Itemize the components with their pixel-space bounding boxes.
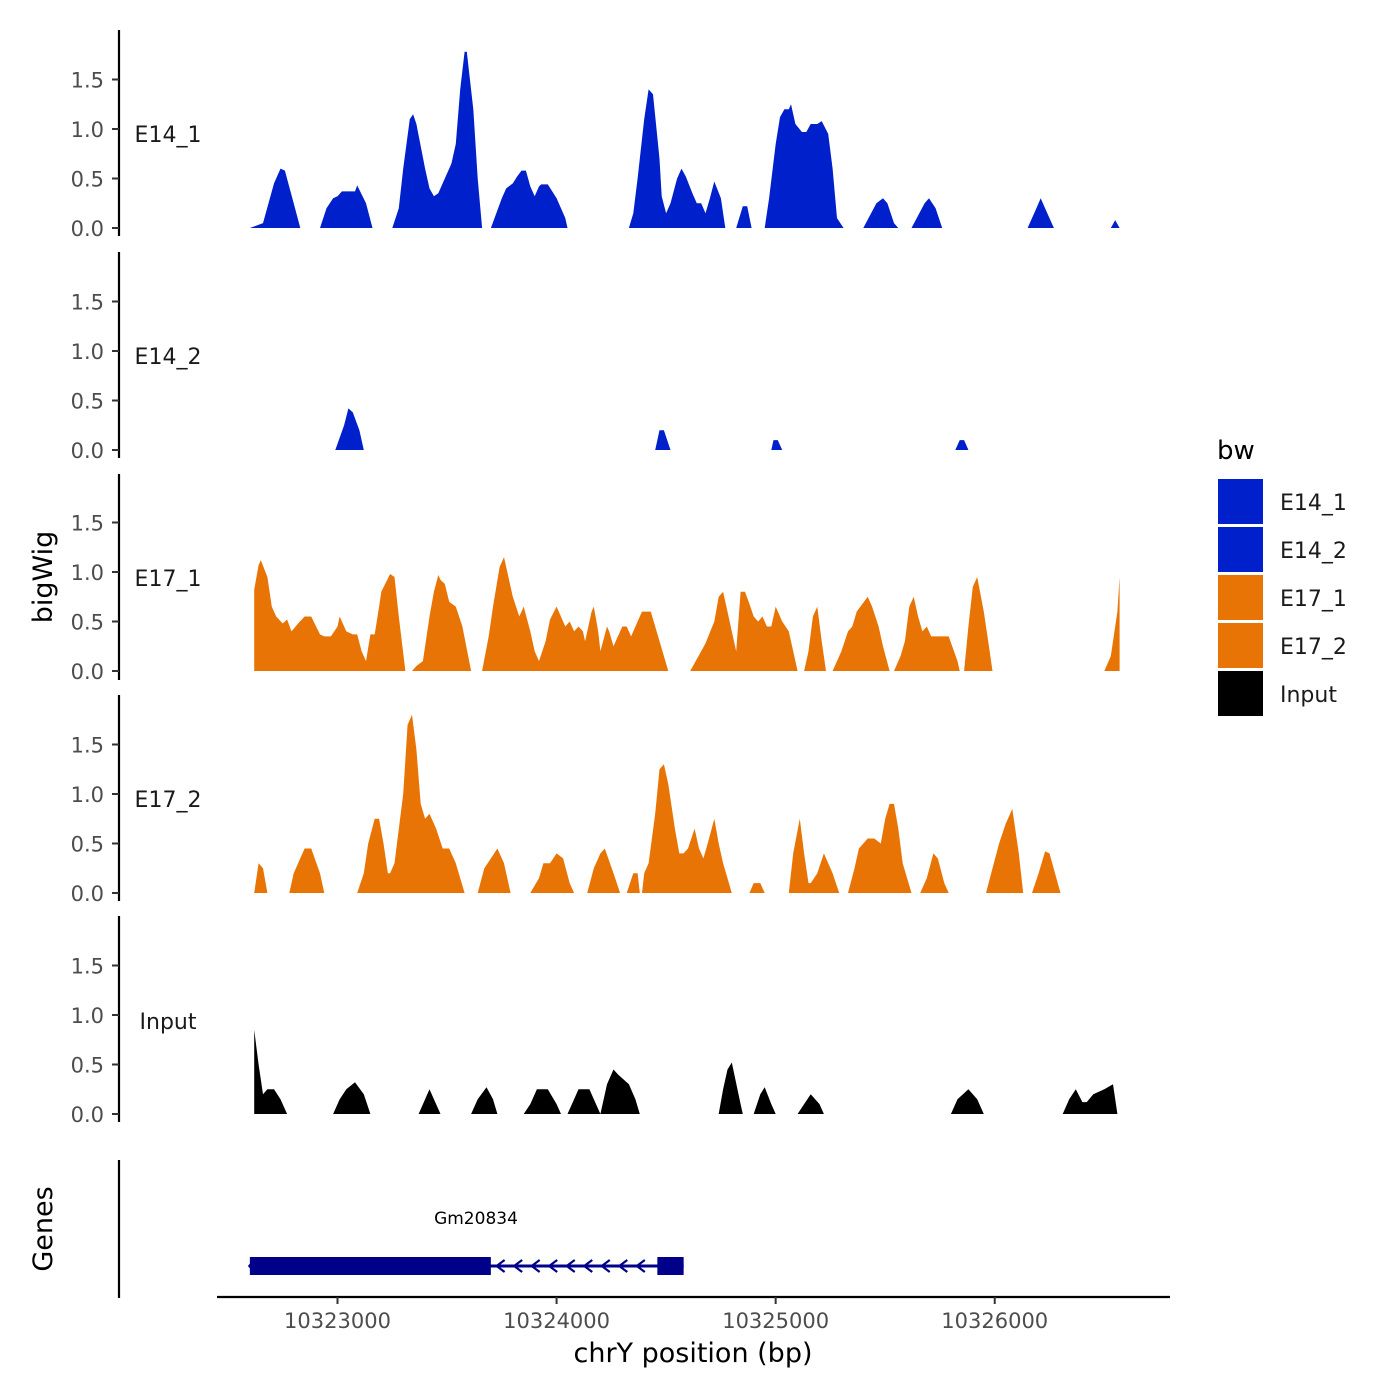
gene-model-gm20834	[247, 1257, 684, 1275]
y-tick-label: 0.0	[71, 1103, 104, 1127]
y-tick-label: 1.5	[71, 512, 104, 536]
track-label-e17-1: E17_1	[135, 567, 202, 592]
legend-label-e14-2: E14_2	[1280, 539, 1347, 564]
y-tick-label: 1.0	[71, 783, 104, 807]
signal-area-input	[254, 1029, 1118, 1114]
x-tick-label: 10326000	[941, 1309, 1048, 1333]
legend-swatch-e17-2	[1218, 623, 1263, 668]
signal-area-e17-1	[254, 557, 1120, 671]
y-tick-label: 1.0	[71, 118, 104, 142]
strand-arrow	[529, 1259, 541, 1273]
y-tick-label: 1.0	[71, 561, 104, 585]
y-tick-label: 0.5	[71, 1054, 104, 1078]
track-panel-input: 0.0 0.5 1.0 1.5 Input	[71, 916, 1118, 1127]
track-panel-e17-2: 0.0 0.5 1.0 1.5 E17_2	[71, 695, 1061, 906]
strand-arrow	[582, 1259, 593, 1273]
strand-arrow	[547, 1259, 558, 1273]
y-tick-label: 0.5	[71, 168, 104, 192]
strand-arrow	[247, 1259, 254, 1273]
x-tick-label: 10324000	[503, 1309, 610, 1333]
strand-arrow	[494, 1259, 506, 1273]
gene-exon-block	[249, 1257, 491, 1275]
legend: bw E14_1 E14_2 E17_1 E17_2 Input	[1217, 436, 1347, 716]
gene-label-gm20834: Gm20834	[434, 1209, 518, 1229]
signal-area-e17-2	[254, 714, 1061, 893]
genes-track-title: Genes	[28, 1186, 59, 1271]
track-label-e14-2: E14_2	[135, 345, 202, 370]
x-tick-label: 10325000	[722, 1309, 829, 1333]
y-tick-label: 1.5	[71, 734, 104, 758]
legend-label-input: Input	[1280, 683, 1337, 708]
strand-arrow	[599, 1259, 611, 1273]
y-tick-label: 1.5	[71, 955, 104, 979]
legend-swatch-e17-1	[1218, 575, 1263, 620]
genes-track: Genes Gm20834	[28, 1160, 684, 1298]
gene-exon-block	[657, 1257, 684, 1275]
x-tick-label: 10323000	[284, 1309, 391, 1333]
track-panel-e14-2: 0.0 0.5 1.0 1.5 E14_2	[71, 252, 969, 463]
y-tick-label: 0.5	[71, 611, 104, 635]
legend-title: bw	[1217, 436, 1255, 466]
legend-label-e17-1: E17_1	[1280, 587, 1347, 612]
y-axis-title: bigWig	[28, 531, 59, 624]
signal-area-e14-1	[249, 51, 1120, 228]
legend-label-e14-1: E14_1	[1280, 491, 1347, 516]
track-label-input: Input	[140, 1010, 197, 1035]
signal-area-e14-2	[335, 408, 969, 450]
y-tick-label: 1.5	[71, 291, 104, 315]
legend-swatch-input	[1218, 671, 1263, 716]
strand-arrow	[564, 1259, 576, 1273]
y-tick-label: 0.0	[71, 882, 104, 906]
strand-arrow	[634, 1259, 646, 1273]
y-tick-label: 0.5	[71, 390, 104, 414]
track-panel-e17-1: 0.0 0.5 1.0 1.5 E17_1	[71, 474, 1120, 684]
track-label-e17-2: E17_2	[135, 788, 202, 813]
y-tick-label: 0.0	[71, 439, 104, 463]
x-axis-title: chrY position (bp)	[573, 1338, 812, 1369]
legend-swatch-e14-1	[1218, 479, 1263, 524]
y-tick-label: 1.5	[71, 69, 104, 93]
y-tick-label: 1.0	[71, 340, 104, 364]
x-axis: 10323000 10324000 10325000 10326000 chrY po…	[217, 1295, 1170, 1369]
track-panel-e14-1: 0.0 0.5 1.0 1.5 E14_1	[71, 30, 1120, 241]
legend-label-e17-2: E17_2	[1280, 635, 1347, 660]
y-tick-label: 0.0	[71, 660, 104, 684]
strand-arrow	[512, 1259, 523, 1273]
strand-arrow	[617, 1259, 628, 1273]
y-tick-label: 0.5	[71, 833, 104, 857]
y-tick-label: 1.0	[71, 1004, 104, 1028]
legend-swatch-e14-2	[1218, 527, 1263, 572]
track-label-e14-1: E14_1	[135, 123, 202, 148]
y-tick-label: 0.0	[71, 217, 104, 241]
